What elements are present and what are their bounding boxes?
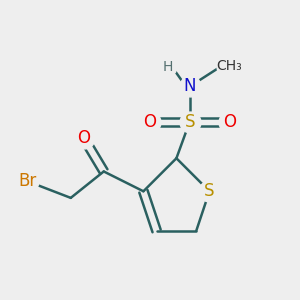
Text: Br: Br	[19, 172, 37, 190]
Text: O: O	[223, 113, 236, 131]
Text: O: O	[77, 129, 91, 147]
Text: H: H	[163, 60, 173, 74]
Text: S: S	[184, 113, 195, 131]
Text: N: N	[183, 76, 196, 94]
Text: CH₃: CH₃	[216, 59, 242, 73]
Text: S: S	[204, 182, 215, 200]
Text: O: O	[143, 113, 157, 131]
